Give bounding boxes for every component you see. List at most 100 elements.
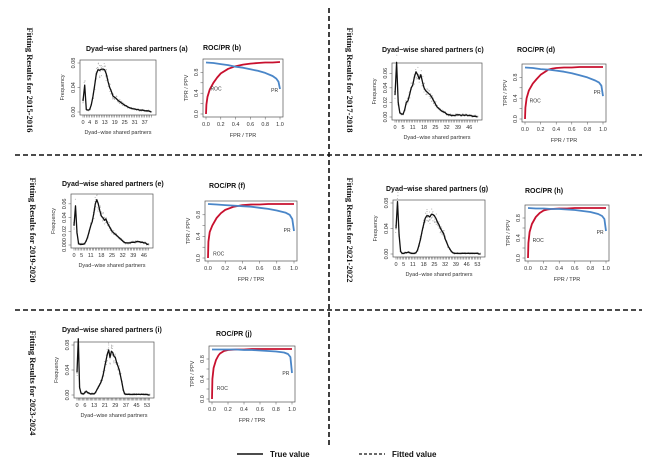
legend-fitted-label: Fitted value	[392, 450, 437, 459]
roc-curve-label: ROC	[213, 251, 225, 257]
fitted-point	[435, 213, 437, 215]
roc-x-tick-label: 0.0	[202, 122, 210, 128]
fitted-point	[441, 233, 443, 235]
roc-x-tick-label: 0.2	[217, 122, 225, 128]
roc-y-tick-label: 0.8	[194, 69, 200, 77]
fitted-point	[73, 228, 75, 230]
y-tick-label: 0.08	[71, 58, 77, 69]
fitted-points	[82, 62, 153, 113]
pr-curve-label: PR	[594, 90, 601, 96]
roc-frame	[521, 63, 607, 123]
fitted-point	[427, 89, 429, 91]
dsp-y-label: Frequency	[54, 357, 60, 383]
fitted-point	[113, 361, 115, 363]
fitted-point	[103, 216, 105, 218]
fitted-point	[426, 211, 428, 213]
pr-curve-label: PR	[284, 228, 291, 234]
x-minor-ticks	[76, 398, 150, 401]
roc-title: ROC/PR (d)	[517, 47, 555, 54]
fitted-point	[117, 369, 119, 371]
fitted-point	[429, 219, 431, 221]
roc-x-tick-label: 0.2	[221, 266, 229, 272]
y-tick-label: 0.00	[383, 112, 389, 123]
fitted-point	[109, 90, 111, 92]
fitted-point	[397, 195, 399, 197]
true-value-line	[73, 199, 149, 245]
fitted-point	[105, 76, 107, 78]
panel-2: Fitting Results for 2019-2020 Dyad−wise s…	[28, 178, 298, 283]
panel-1: Fitting Results for 2017-2018 Dyad−wise s…	[345, 28, 607, 144]
roc-y-tick-label: 0.0	[196, 254, 202, 262]
fitted-point	[440, 231, 442, 233]
true-value-line	[395, 201, 481, 255]
fitted-point	[121, 100, 123, 102]
x-tick-label: 39	[130, 253, 136, 259]
x-tick-label: 0	[72, 253, 75, 259]
roc-x-tick-label: 0.6	[256, 266, 264, 272]
roc-curve	[527, 207, 606, 259]
fitted-point	[106, 224, 109, 226]
dsp-x-label: Dyad−wise shared partners	[80, 413, 147, 419]
fitted-point	[103, 360, 105, 363]
roc-frame	[204, 200, 298, 262]
dsp-plot: Dyad−wise shared partners (e) 0 5 11 18 25 32 3…	[51, 181, 164, 269]
fitted-point	[100, 66, 102, 69]
roc-pr-plot: ROC/PR (b) ROC PR 0.0 0.2 0.4 0.6 0.8 1.0 0.0 0.4 0…	[184, 45, 284, 139]
roc-y-tick-label: 0.8	[200, 355, 206, 363]
roc-pr-plot: ROC/PR (d) ROC PR 0.0 0.2 0.4 0.6 0.8 1.0 0.0 0.4 0…	[503, 47, 607, 144]
fitted-point	[417, 66, 419, 68]
fitted-point	[426, 88, 428, 90]
fitted-point	[432, 220, 434, 222]
fitted-point	[441, 226, 443, 228]
roc-x-tick-label: 0.6	[247, 122, 255, 128]
roc-x-tick-label: 0.0	[204, 266, 212, 272]
fitted-point	[82, 102, 84, 104]
fitted-point	[420, 70, 422, 72]
fitted-point	[432, 216, 434, 218]
fitted-point	[112, 345, 114, 347]
roc-title: ROC/PR (b)	[203, 45, 241, 52]
roc-y-label: TPR / PPV	[186, 217, 192, 244]
fitted-point	[424, 212, 427, 214]
x-tick-label: 39	[453, 262, 459, 268]
x-tick-label: 11	[88, 253, 94, 259]
fitted-point	[84, 80, 86, 82]
x-tick-label: 29	[112, 403, 118, 409]
dsp-title: Dyad−wise shared partners (i)	[62, 327, 162, 334]
fitted-point	[104, 65, 106, 67]
fitted-point	[415, 78, 417, 80]
fitted-point	[396, 54, 398, 56]
y-tick-label: 0.00	[65, 390, 71, 401]
dsp-frame	[79, 59, 157, 116]
fitted-point	[106, 348, 108, 350]
fitted-point	[438, 227, 440, 229]
roc-x-tick-label: 1.0	[288, 407, 296, 413]
roc-x-tick-label: 0.8	[272, 407, 280, 413]
roc-curve	[524, 66, 603, 120]
roc-y-tick-label: 0.4	[196, 233, 202, 241]
y-tick-label: 0.04	[384, 223, 390, 234]
fitted-point	[416, 78, 418, 80]
legend: True value Fitted value	[237, 450, 437, 459]
x-tick-label: 25	[431, 262, 437, 268]
fitted-point	[428, 90, 430, 92]
fitted-point	[103, 62, 105, 65]
row-label: Fitting Results for 2017-2018	[345, 28, 355, 133]
x-tick-label: 25	[109, 253, 115, 259]
fitted-point	[430, 97, 432, 99]
fitted-point	[397, 191, 399, 193]
x-tick-label: 5	[80, 253, 83, 259]
fitted-point	[433, 221, 436, 223]
roc-x-tick-label: 0.8	[584, 127, 592, 133]
fitted-point	[106, 360, 108, 362]
pr-curve	[524, 66, 604, 97]
fitted-point	[99, 64, 101, 67]
roc-frame	[208, 345, 296, 403]
dsp-y-label: Frequency	[51, 208, 57, 234]
fitted-point	[433, 220, 435, 222]
y-tick-label: 0.00	[71, 107, 77, 118]
roc-x-tick-label: 0.0	[524, 266, 532, 272]
fitted-point	[100, 65, 102, 67]
x-tick-label: 37	[123, 403, 129, 409]
fitted-point	[109, 229, 111, 231]
